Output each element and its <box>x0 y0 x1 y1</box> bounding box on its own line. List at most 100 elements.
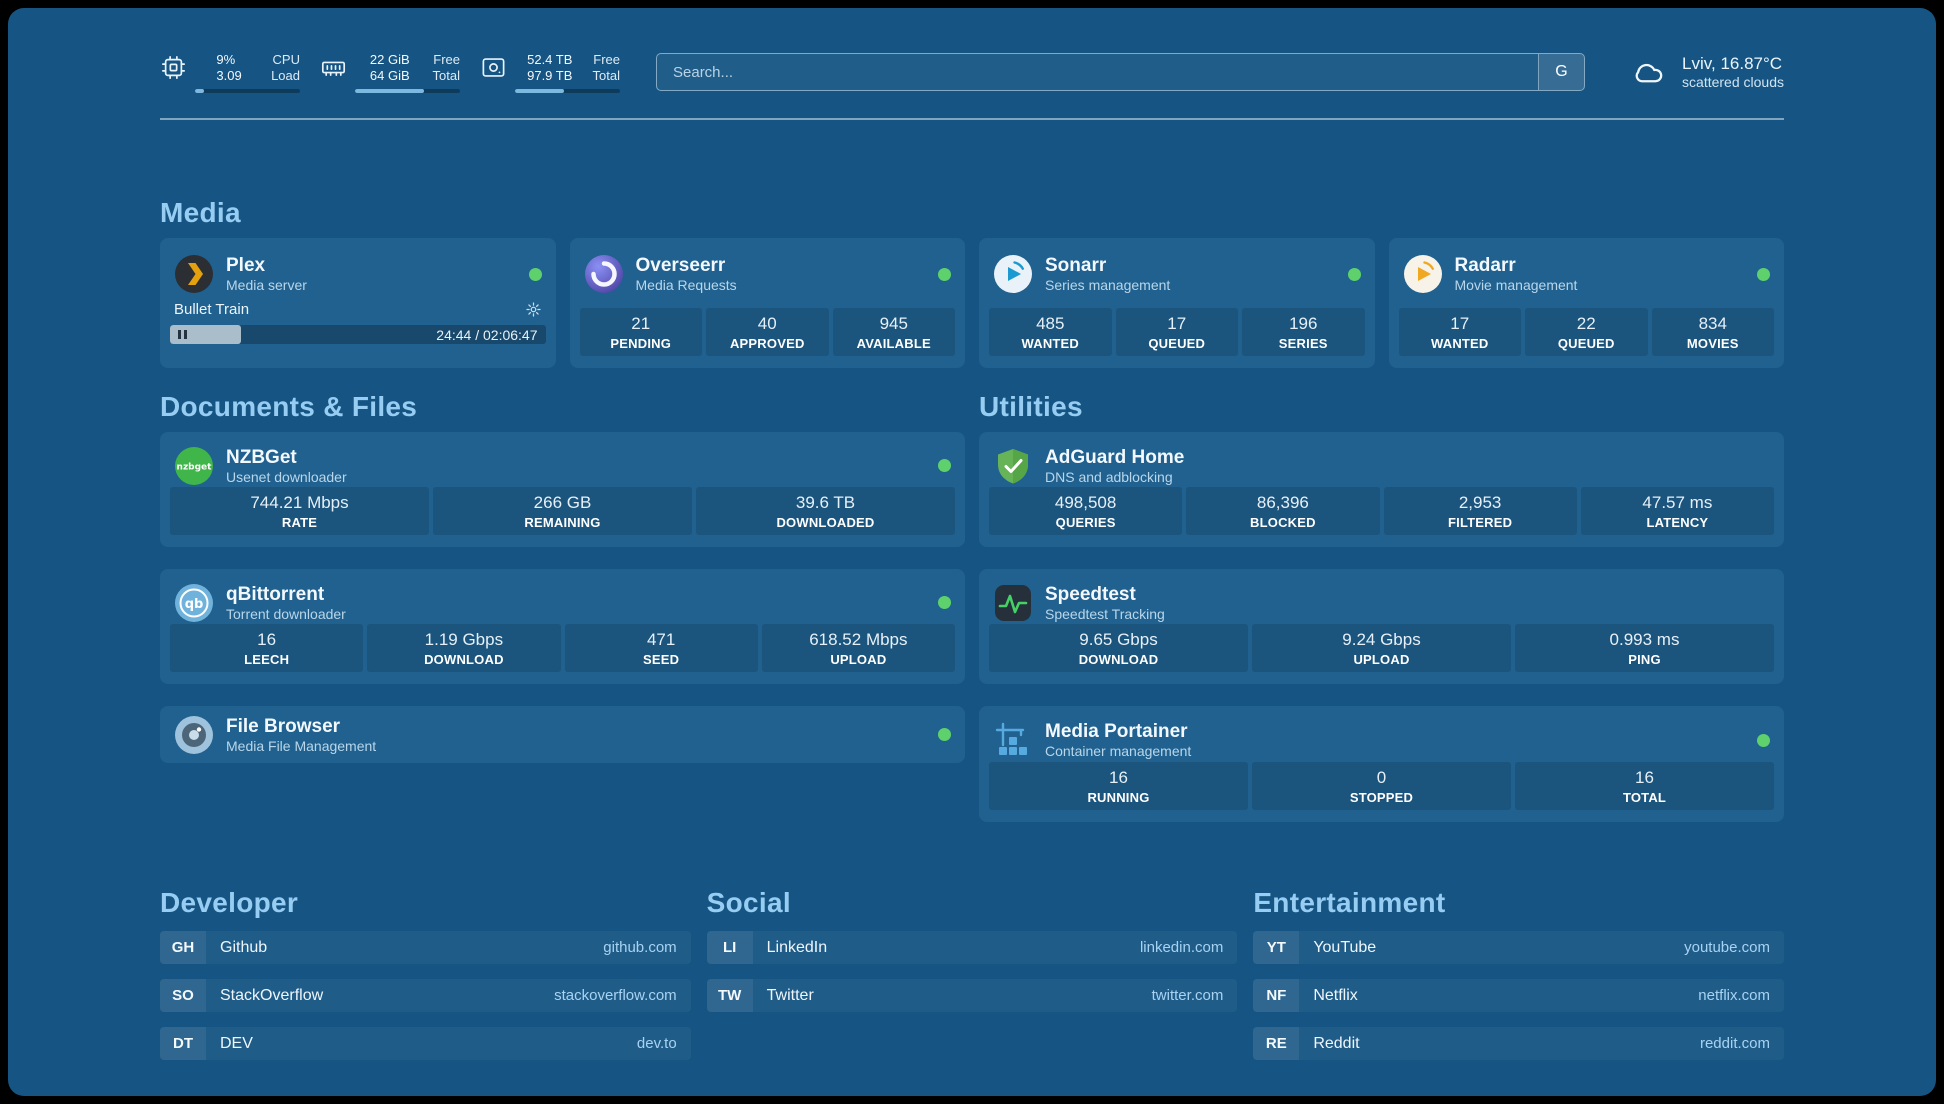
search-engine-button[interactable]: G <box>1538 54 1584 90</box>
qbittorrent-card-head: qb qBittorrent Torrent downloader <box>170 581 955 624</box>
portainer-card[interactable]: Media Portainer Container management 16 R… <box>979 706 1784 822</box>
search-input[interactable] <box>657 54 1538 90</box>
disk-labels: Free Total <box>592 51 620 83</box>
app-name: qBittorrent <box>226 583 325 605</box>
disk-usage-bar <box>515 88 620 93</box>
link-linkedin[interactable]: LI LinkedIn linkedin.com <box>706 931 1238 964</box>
stat-remaining: 266 GB REMAINING <box>433 487 692 535</box>
section-title-media: Media <box>160 197 241 228</box>
stat-queries: 498,508 QUERIES <box>989 487 1183 535</box>
cpu-labels: CPU Load <box>271 51 300 83</box>
cpu-usage-bar <box>195 88 300 93</box>
app-name: Media Portainer <box>1045 721 1188 742</box>
status-dot <box>1347 267 1361 281</box>
nzbget-card[interactable]: nzbget NZBGet Usenet downloader 744.21 M… <box>160 432 965 547</box>
cloud-icon <box>1628 55 1670 89</box>
link-name: Netflix <box>1313 986 1358 1004</box>
pause-icon[interactable] <box>178 330 187 339</box>
app-subtitle: Movie management <box>1454 277 1578 293</box>
now-playing-row: Bullet Train <box>170 301 546 318</box>
sonarr-stats: 485 WANTED 17 QUEUED 196 SERIES <box>989 308 1365 356</box>
link-stackoverflow[interactable]: SO StackOverflow stackoverflow.com <box>160 979 691 1012</box>
status-dot <box>938 267 951 281</box>
dashboard-content: 9% 3.09 CPU Load 22 GiB 64 GiB Fr <box>8 8 1936 1096</box>
app-name: Speedtest <box>1045 583 1136 605</box>
app-name: File Browser <box>226 715 341 737</box>
stat-movies: 834 MOVIES <box>1651 308 1774 356</box>
topbar: 9% 3.09 CPU Load 22 GiB 64 GiB Fr <box>160 44 1784 100</box>
link-abbr: TW <box>706 979 753 1012</box>
adguard-icon <box>993 446 1033 486</box>
social-links: Social LI LinkedIn linkedin.com TW Twitt… <box>706 886 1238 1027</box>
plex-icon <box>174 254 214 294</box>
link-url: reddit.com <box>1699 1035 1770 1052</box>
disk-total: 97.9 TB <box>527 67 573 83</box>
gear-icon[interactable] <box>525 301 542 318</box>
app-name: Radarr <box>1454 255 1516 276</box>
stat-stopped: 0 STOPPED <box>1252 762 1511 810</box>
radarr-card-head: Radarr Movie management <box>1399 252 1775 296</box>
speedtest-card[interactable]: Speedtest Speedtest Tracking 9.65 Gbps DO… <box>979 569 1784 684</box>
section-title-documents: Documents & Files <box>160 391 418 422</box>
header-divider <box>160 118 1784 120</box>
app-subtitle: Speedtest Tracking <box>1045 605 1165 622</box>
overseerr-stats: 21 PENDING 40 APPROVED 945 AVAILABLE <box>579 308 955 356</box>
link-url: youtube.com <box>1684 939 1770 956</box>
link-netflix[interactable]: NF Netflix netflix.com <box>1253 979 1784 1012</box>
link-twitter[interactable]: TW Twitter twitter.com <box>706 979 1238 1012</box>
filebrowser-card[interactable]: File Browser Media File Management <box>160 706 965 763</box>
app-name: Plex <box>226 255 266 276</box>
app-name: AdGuard Home <box>1045 446 1185 468</box>
link-url: stackoverflow.com <box>554 987 677 1004</box>
link-name: YouTube <box>1313 938 1377 956</box>
speedtest-stats: 9.65 Gbps DOWNLOAD 9.24 Gbps UPLOAD 0.993 … <box>989 624 1774 672</box>
stat-filtered: 2,953 FILTERED <box>1383 487 1577 535</box>
sonarr-card-head: Sonarr Series management <box>989 252 1365 296</box>
stat-download: 9.65 Gbps DOWNLOAD <box>989 624 1248 672</box>
status-dot <box>1757 733 1770 747</box>
playback-progress-bar[interactable]: 24:44 / 02:06:47 <box>170 325 546 344</box>
link-dev[interactable]: DT DEV dev.to <box>160 1027 691 1060</box>
stat-ping: 0.993 ms PING <box>1515 624 1774 672</box>
section-title-social: Social <box>706 887 791 918</box>
sonarr-card[interactable]: Sonarr Series management 485 WANTED 17 QUE… <box>979 238 1375 368</box>
link-youtube[interactable]: YT YouTube youtube.com <box>1253 931 1784 964</box>
link-reddit[interactable]: RE Reddit reddit.com <box>1253 1027 1784 1060</box>
svg-text:nzbget: nzbget <box>177 462 213 472</box>
stat-available: 945 AVAILABLE <box>832 308 955 356</box>
app-subtitle: Media server <box>226 277 307 293</box>
adguard-card-head: AdGuard Home DNS and adblocking <box>989 444 1774 487</box>
radarr-icon <box>1403 254 1443 294</box>
section-title-developer: Developer <box>160 887 299 918</box>
filebrowser-icon <box>174 715 214 755</box>
stat-blocked: 86,396 BLOCKED <box>1186 487 1380 535</box>
link-name: Twitter <box>766 986 814 1004</box>
link-github[interactable]: GH Github github.com <box>160 931 691 964</box>
weather-condition: scattered clouds <box>1682 74 1784 90</box>
weather-widget[interactable]: Lviv, 16.87°C scattered clouds <box>1609 53 1784 91</box>
app-name: Sonarr <box>1045 255 1107 276</box>
qbittorrent-icon: qb <box>174 583 214 623</box>
nzbget-card-head: nzbget NZBGet Usenet downloader <box>170 444 955 487</box>
status-dot <box>528 267 542 281</box>
status-dot <box>938 459 951 472</box>
section-title-utilities: Utilities <box>979 391 1083 422</box>
stat-seed: 471 SEED <box>564 624 758 672</box>
media-card-grid: Plex Media server Bullet Train 24:44 / 0… <box>160 238 1784 368</box>
stat-running: 16 RUNNING <box>989 762 1248 810</box>
cpu-loadavg: 3.09 <box>216 67 242 83</box>
status-dot <box>938 596 951 609</box>
qbittorrent-card[interactable]: qb qBittorrent Torrent downloader 16 LEEC… <box>160 569 965 684</box>
link-url: linkedin.com <box>1139 939 1224 956</box>
app-subtitle: DNS and adblocking <box>1045 468 1173 485</box>
nzbget-icon: nzbget <box>174 446 214 486</box>
cpu-percent: 9% <box>216 51 236 67</box>
plex-card[interactable]: Plex Media server Bullet Train 24:44 / 0… <box>160 238 556 368</box>
portainer-card-head: Media Portainer Container management <box>989 718 1774 762</box>
overseerr-card[interactable]: Overseerr Media Requests 21 PENDING 40 APP… <box>569 238 965 368</box>
app-subtitle: Container management <box>1045 743 1192 759</box>
adguard-card[interactable]: AdGuard Home DNS and adblocking 498,508 Q… <box>979 432 1784 547</box>
radarr-card[interactable]: Radarr Movie management 17 WANTED 22 QUEUE… <box>1388 238 1784 368</box>
app-subtitle: Media Requests <box>635 277 737 293</box>
ram-usage-bar <box>355 88 460 93</box>
